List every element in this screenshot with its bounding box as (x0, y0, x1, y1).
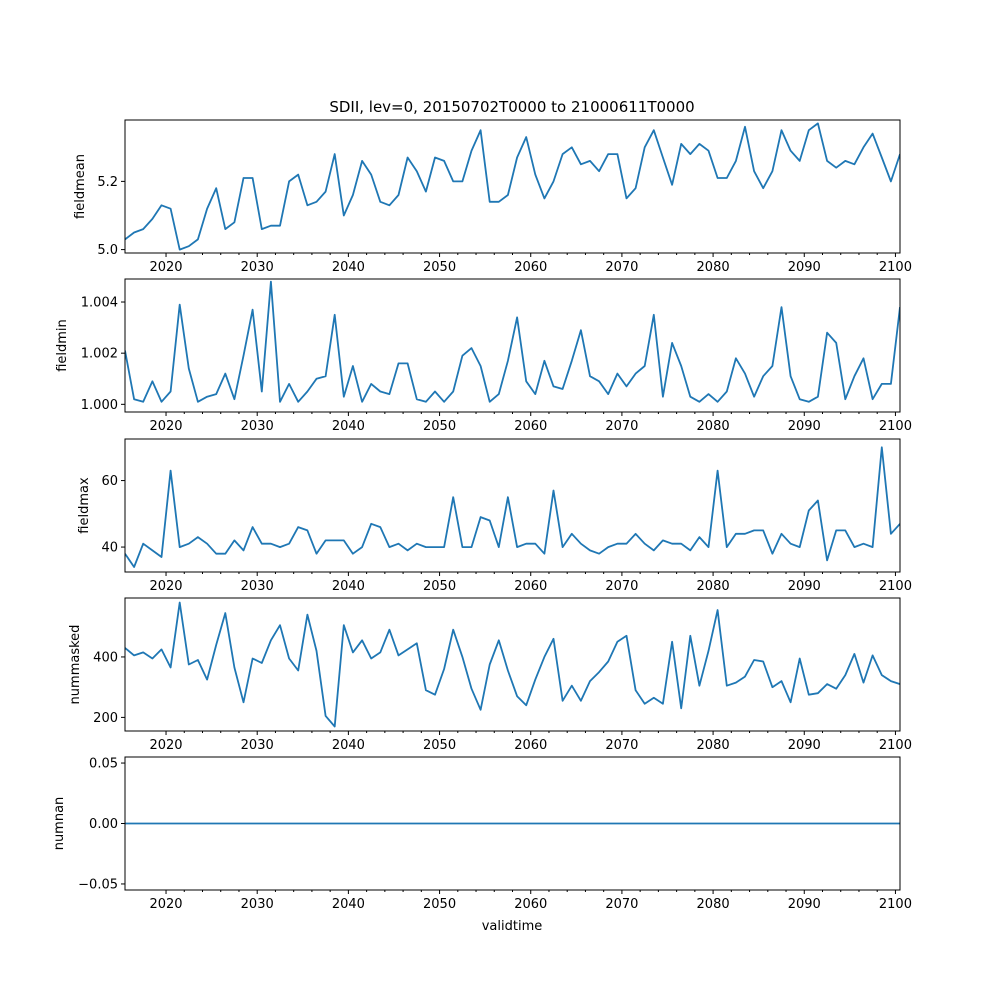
panel-fieldmax: 2020 2030 2040 2050 2060 2070 2080 2090 2100 40 60… (77, 438, 912, 594)
nummasked-x-tick-label: 2080 (697, 738, 730, 753)
nummasked-x-tick-label: 2020 (149, 738, 182, 753)
nummasked-x-tick-label: 2030 (241, 738, 274, 753)
numnan-x-tick-label: 2020 (149, 897, 182, 912)
fieldmean-y-tick-label: 5.0 (97, 243, 118, 258)
panel-fieldmean: 2020 2030 2040 2050 2060 2070 2080 2090 2100 5.0 5… (73, 119, 912, 275)
numnan-x-tick-label: 2090 (788, 897, 821, 912)
fieldmin-y-tick-label: 1.002 (81, 347, 118, 362)
x-axis-label: validtime (482, 919, 543, 934)
nummasked-x-tick-label: 2040 (332, 738, 365, 753)
fieldmin-x-tick-label: 2080 (697, 419, 730, 434)
numnan-y-tick-label: −0.05 (78, 877, 118, 892)
nummasked-x-tick-label: 2060 (514, 738, 547, 753)
fieldmax-series-line (125, 446, 900, 568)
panels: 2020 2030 2040 2050 2060 2070 2080 2090 2100 5.0 5… (52, 119, 912, 912)
fieldmax-x-tick-label: 2030 (241, 579, 274, 594)
fieldmean-x-tick-label: 2030 (241, 260, 274, 275)
nummasked-x-tick-label: 2100 (879, 738, 912, 753)
fieldmax-y-tick-label: 60 (101, 474, 118, 489)
fieldmax-x-tick-label: 2070 (605, 579, 638, 594)
fieldmax-x-tick-label: 2100 (879, 579, 912, 594)
fieldmean-x-tick-label: 2060 (514, 260, 547, 275)
nummasked-y-tick-label: 400 (93, 650, 118, 665)
fieldmin-y-tick-label: 1.000 (81, 398, 118, 413)
fieldmin-x-tick-label: 2100 (879, 419, 912, 434)
panel-fieldmin: 2020 2030 2040 2050 2060 2070 2080 2090 2100 1.00… (55, 278, 912, 434)
fieldmax-x-tick-label: 2040 (332, 579, 365, 594)
chart-title: SDII, lev=0, 20150702T0000 to 21000611T0… (329, 98, 694, 116)
nummasked-x-tick-label: 2050 (423, 738, 456, 753)
fieldmin-y-tick-label: 1.004 (81, 296, 118, 311)
numnan-x-tick-label: 2100 (879, 897, 912, 912)
fieldmin-x-tick-label: 2060 (514, 419, 547, 434)
numnan-x-tick-label: 2060 (514, 897, 547, 912)
nummasked-series-line (125, 601, 900, 728)
numnan-y-axis-label: numnan (52, 797, 67, 851)
panel-numnan: 2020 2030 2040 2050 2060 2070 2080 2090 2100 −0.0… (52, 756, 912, 912)
fieldmean-x-tick-label: 2070 (605, 260, 638, 275)
fieldmean-x-tick-label: 2080 (697, 260, 730, 275)
fieldmean-y-tick-label: 5.2 (97, 175, 118, 190)
numnan-x-tick-label: 2080 (697, 897, 730, 912)
numnan-x-tick-label: 2040 (332, 897, 365, 912)
fieldmin-x-tick-label: 2020 (149, 419, 182, 434)
fieldmean-x-tick-label: 2020 (149, 260, 182, 275)
fieldmin-x-tick-label: 2040 (332, 419, 365, 434)
fieldmin-series-line (125, 280, 900, 403)
fieldmin-y-axis-label: fieldmin (55, 319, 70, 372)
fieldmin-x-tick-label: 2070 (605, 419, 638, 434)
numnan-x-tick-label: 2070 (605, 897, 638, 912)
nummasked-x-tick-label: 2090 (788, 738, 821, 753)
fieldmax-y-tick-label: 40 (101, 541, 118, 556)
nummasked-x-tick-label: 2070 (605, 738, 638, 753)
numnan-y-tick-label: 0.00 (89, 817, 118, 832)
fieldmax-x-tick-label: 2020 (149, 579, 182, 594)
fieldmin-x-tick-label: 2030 (241, 419, 274, 434)
fieldmax-x-tick-label: 2080 (697, 579, 730, 594)
fieldmax-x-tick-label: 2060 (514, 579, 547, 594)
fieldmean-x-tick-label: 2040 (332, 260, 365, 275)
fieldmax-x-tick-label: 2090 (788, 579, 821, 594)
fieldmax-x-tick-label: 2050 (423, 579, 456, 594)
fieldmean-y-axis-label: fieldmean (73, 154, 88, 219)
nummasked-y-axis-label: nummasked (68, 625, 83, 705)
numnan-x-tick-label: 2050 (423, 897, 456, 912)
fieldmean-series-line (125, 122, 900, 251)
fieldmean-x-tick-label: 2100 (879, 260, 912, 275)
nummasked-y-tick-label: 200 (93, 711, 118, 726)
fieldmax-y-axis-label: fieldmax (77, 477, 92, 534)
numnan-y-tick-label: 0.05 (89, 757, 118, 772)
fieldmean-x-tick-label: 2090 (788, 260, 821, 275)
numnan-x-tick-label: 2030 (241, 897, 274, 912)
panel-nummasked: 2020 2030 2040 2050 2060 2070 2080 2090 2100 200 4… (68, 597, 912, 753)
fieldmin-x-tick-label: 2050 (423, 419, 456, 434)
fieldmean-x-tick-label: 2050 (423, 260, 456, 275)
fieldmin-x-tick-label: 2090 (788, 419, 821, 434)
